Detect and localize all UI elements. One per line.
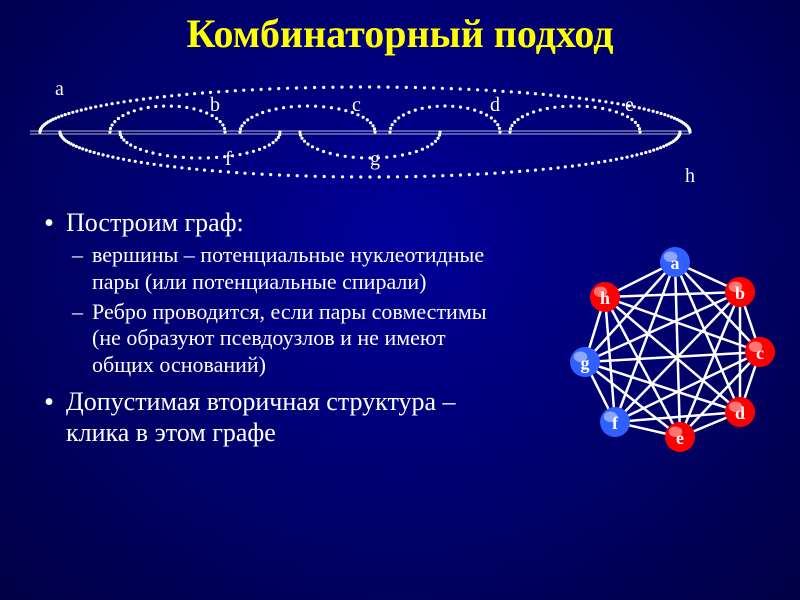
svg-text:f: f <box>612 413 619 433</box>
graph-node-e: e <box>665 422 695 452</box>
bullet-subtext: Ребро проводится, если пары совместимы (… <box>92 299 487 377</box>
graph-container: a b c d e f g h <box>520 207 800 467</box>
graph-node-a: a <box>660 247 690 277</box>
graph-node-d: d <box>725 397 755 427</box>
bullet-list: Построим граф: вершины – потенциальные ну… <box>0 207 520 467</box>
graph-node-b: b <box>725 277 755 307</box>
bullet-text: Построим граф: <box>66 208 244 237</box>
graph-node-g: g <box>570 347 600 377</box>
page-title: Комбинаторный подход <box>0 0 800 57</box>
bullet-subitem: Ребро проводится, если пары совместимы (… <box>66 299 510 378</box>
arc-label-h: h <box>685 165 695 187</box>
graph-edge <box>605 292 740 297</box>
bullet-subitem: вершины – потенциальные нуклеотидные пар… <box>66 242 510 295</box>
arc-label-f: f <box>225 148 232 170</box>
graph-svg: a b c d e f g h <box>540 237 780 467</box>
bullet-text: Допустимая вторичная структура – клика в… <box>66 387 456 447</box>
graph-edge <box>585 262 675 362</box>
graph-edge <box>675 262 680 437</box>
graph-edge <box>675 262 760 352</box>
svg-text:a: a <box>671 253 680 273</box>
arc-label-e: e <box>625 94 634 116</box>
svg-text:d: d <box>735 403 745 423</box>
svg-text:b: b <box>735 283 745 303</box>
arc-label-d: d <box>490 94 500 116</box>
svg-text:h: h <box>600 288 610 308</box>
graph-node-h: h <box>590 282 620 312</box>
arc-label-b: b <box>210 94 220 116</box>
arc-diagram: a b c d e f g h <box>0 77 800 197</box>
svg-text:c: c <box>756 343 764 363</box>
bullet-subtext: вершины – потенциальные нуклеотидные пар… <box>92 242 484 293</box>
arc-label-g: g <box>370 148 380 170</box>
arc-svg: a b c d e f g h <box>0 77 700 197</box>
svg-text:e: e <box>676 428 684 448</box>
graph-node-f: f <box>600 407 630 437</box>
arc-label-c: c <box>352 94 361 116</box>
graph-node-c: c <box>745 337 775 367</box>
svg-text:g: g <box>581 353 590 373</box>
bullet-item: Допустимая вторичная структура – клика в… <box>40 386 510 448</box>
bullet-item: Построим граф: вершины – потенциальные ну… <box>40 207 510 378</box>
content-row: Построим граф: вершины – потенциальные ну… <box>0 207 800 467</box>
arc-label-a: a <box>55 78 64 100</box>
